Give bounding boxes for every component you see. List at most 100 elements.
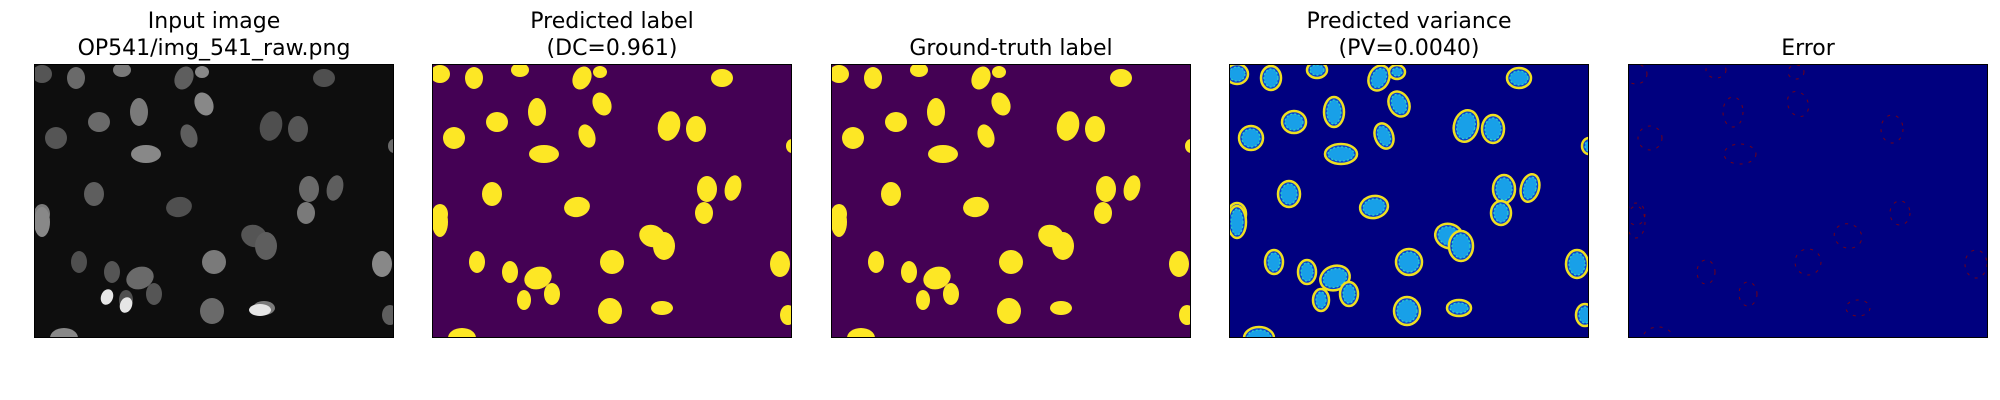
input-nucleus [259, 111, 283, 141]
panel-title-error: Error [1628, 35, 1988, 62]
error-boundary-mark [1738, 281, 1758, 307]
input-nucleus [388, 139, 394, 153]
variance-nucleus-interior [1263, 68, 1279, 88]
variance-nucleus-interior [1326, 99, 1342, 125]
variance-nucleus-interior [1568, 252, 1586, 276]
predicted-label-nucleus-mask [529, 145, 559, 163]
ground-truth-nucleus-mask [999, 250, 1023, 274]
ground-truth-nucleus-mask [1110, 69, 1132, 87]
title-line: (DC=0.961) [546, 36, 678, 61]
predicted-label-nucleus-mask [432, 65, 450, 83]
error-boundary-mark [1637, 125, 1663, 151]
predicted-label-nucleus-mask [770, 251, 790, 277]
predicted-label-nucleus-mask [697, 176, 717, 202]
variance-nucleus-interior [1398, 251, 1420, 273]
predicted-label-nucleus-mask [486, 112, 508, 132]
predicted-label-nucleus-mask [711, 69, 733, 87]
error-boundary-mark [1696, 259, 1716, 285]
input-nucleus [195, 66, 209, 78]
predicted-label-frame [432, 64, 792, 338]
predicted-label-nucleus-mask [524, 266, 552, 290]
predicted-label-nucleus-mask [593, 66, 607, 78]
ground-truth-nucleus-mask [1056, 111, 1080, 141]
ground-truth-nucleus-mask [1094, 202, 1112, 224]
ground-truth-nucleus-mask [943, 283, 959, 305]
predicted-label-nucleus-mask [780, 305, 792, 325]
input-nucleus [104, 261, 120, 283]
predicted-label-nucleus-mask [432, 207, 448, 237]
variance-nucleus-interior [1327, 146, 1355, 162]
variance-nucleus-interior [1246, 329, 1272, 338]
ground-truth-nucleus-mask [928, 145, 958, 163]
title-line: Predicted label [530, 9, 694, 34]
input-nucleus [50, 328, 78, 338]
error-boundary-mark [1628, 205, 1646, 239]
ground-truth-nucleus-mask [881, 182, 901, 206]
error-boundary-mark [1880, 114, 1904, 144]
variance-nucleus-interior [1396, 299, 1418, 323]
ground-truth-nucleus-mask [963, 196, 989, 218]
input-nucleus [299, 176, 319, 202]
input-nucleus [180, 124, 198, 148]
input-nucleus [166, 196, 192, 218]
input-nucleus [194, 92, 214, 116]
variance-nucleus-interior [1484, 117, 1502, 141]
error-boundary-mark [1628, 202, 1646, 226]
variance-nucleus-interior [1376, 125, 1392, 147]
predicted-label-nucleus-mask [686, 116, 706, 142]
title-line: Error [1781, 36, 1835, 61]
variance-nucleus-interior [1449, 302, 1469, 314]
input-nucleus [297, 202, 315, 224]
variance-nucleus-interior [1284, 113, 1304, 131]
predicted-label-nucleus-mask [653, 232, 675, 260]
variance-nucleus-interior [1451, 233, 1471, 259]
input-nucleus [146, 283, 162, 305]
variance-nucleus-interior [1267, 252, 1281, 272]
predicted-label-nucleus-mask [578, 124, 596, 148]
input-nucleus [130, 98, 148, 126]
input-nucleus [131, 145, 161, 163]
input-bright-nucleus [119, 297, 133, 313]
predicted-label-nucleus-mask [572, 66, 592, 90]
panel-title-predicted-label: Predicted label (DC=0.961) [432, 8, 792, 62]
error-boundary-mark [1628, 64, 1648, 85]
input-nucleus [174, 66, 194, 90]
title-line: (PV=0.0040) [1338, 36, 1480, 61]
input-nucleus [88, 112, 110, 132]
title-line: Input image [147, 9, 281, 34]
error-boundary-mark [1787, 64, 1805, 80]
variance-nucleus-interior [1370, 67, 1388, 89]
input-nucleus [200, 298, 224, 324]
predicted-label-nucleus-mask [448, 328, 476, 338]
ground-truth-nucleus-mask [831, 207, 847, 237]
variance-nucleus-interior [1522, 176, 1538, 200]
error-boundary-mark [1833, 223, 1863, 249]
input-nucleus [113, 64, 131, 77]
error-boundary-mark [1722, 96, 1744, 128]
input-nucleus [34, 207, 50, 237]
title-line: OP541/img_541_raw.png [77, 36, 351, 61]
variance-nucleus-interior [1229, 66, 1246, 82]
ground-truth-nucleus-mask [923, 266, 951, 290]
ground-truth-nucleus-mask [1085, 116, 1105, 142]
ground-truth-nucleus-mask [864, 67, 882, 89]
predicted-label-nucleus-mask [469, 251, 485, 273]
input-nucleus [67, 67, 85, 89]
ground-truth-nucleus-mask [1169, 251, 1189, 277]
ground-truth-nucleus-mask [977, 124, 995, 148]
ground-truth-nucleus-mask [1185, 139, 1191, 153]
input-nucleus [202, 250, 226, 274]
predicted-label-nucleus-mask [695, 202, 713, 224]
predicted-label-nucleus-mask [528, 98, 546, 126]
predicted-label-nucleus-mask [657, 111, 681, 141]
ground-truth-nucleus-mask [885, 112, 907, 132]
variance-nucleus-interior [1578, 306, 1589, 324]
panel-title-variance: Predicted variance (PV=0.0040) [1229, 8, 1589, 62]
predicted-label-nucleus-mask [598, 298, 622, 324]
input-nucleus [313, 69, 335, 87]
variance-nucleus-interior [1509, 70, 1529, 86]
title-line: Predicted variance [1306, 9, 1512, 34]
variance-nucleus-interior [1362, 198, 1386, 216]
input-frame [34, 64, 394, 338]
input-nucleus [326, 175, 344, 201]
